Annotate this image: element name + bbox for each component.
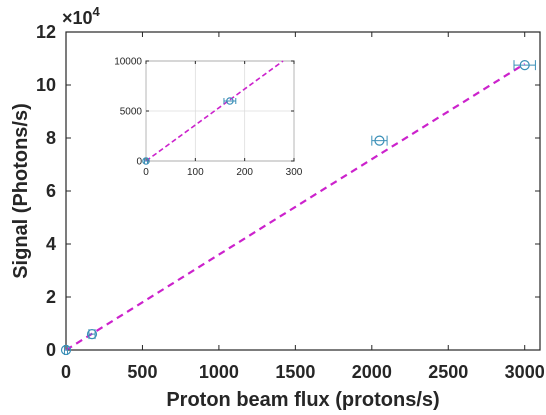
inset-grid	[145, 60, 295, 162]
main-xtick-label-0: 0	[61, 362, 71, 382]
main-xtick-label-5: 2500	[428, 362, 468, 382]
main-ytick-label-4: 8	[46, 128, 56, 148]
main-fit-line-group	[65, 62, 526, 351]
main-ytick-label-1: 2	[46, 287, 56, 307]
main-ytick-label-0: 0	[46, 340, 56, 360]
inset-data-points	[142, 97, 237, 165]
main-point-0	[60, 344, 72, 356]
main-xtick-label-4: 2000	[352, 362, 392, 382]
inset-fit-line	[145, 60, 284, 162]
main-ytick-label-6: 12	[36, 22, 56, 42]
main-fit-line	[65, 62, 526, 351]
main-ytick-label-5: 10	[36, 75, 56, 95]
y-multiplier: ×104	[62, 4, 101, 28]
inset-xtick-label-1: 100	[187, 167, 204, 178]
main-xtick-label-1: 500	[127, 362, 157, 382]
inset-xtick-label-0: 0	[143, 167, 149, 178]
inset-fit-line-group	[145, 60, 284, 162]
x-axis-label: Proton beam flux (protons/s)	[166, 389, 439, 411]
inset-xtick-label-2: 200	[236, 167, 253, 178]
main-point-1	[86, 329, 98, 340]
main-ytick-label-3: 6	[46, 181, 56, 201]
inset-xtick-label-3: 300	[286, 167, 303, 178]
main-ytick-label-2: 4	[46, 234, 56, 254]
inset-axis-ticks	[145, 60, 295, 162]
main-point-marker-3	[519, 60, 530, 71]
inset-ytick-label-1: 5000	[120, 107, 143, 118]
main-plot-frame	[65, 31, 541, 351]
main-xtick-label-3: 1500	[275, 362, 315, 382]
main-xtick-label-6: 3000	[505, 362, 545, 382]
main-point-2	[371, 135, 388, 146]
inset-point-marker-1	[226, 97, 234, 105]
inset-point-0	[142, 157, 150, 165]
main-point-marker-2	[374, 135, 385, 146]
main-point-marker-0	[60, 344, 72, 356]
inset-tick-labels: 0 100 200 300 0 5000 10000	[114, 57, 303, 179]
inset-point-1	[223, 97, 237, 105]
inset-ytick-label-0: 0	[136, 157, 142, 168]
main-point-3	[513, 60, 536, 71]
inset-ytick-label-2: 10000	[114, 57, 142, 68]
main-data-points	[60, 60, 536, 356]
main-xtick-label-2: 1000	[199, 362, 239, 382]
main-axis-ticks	[65, 31, 540, 351]
inset-point-marker-0	[142, 157, 150, 165]
main-point-marker-1	[86, 329, 98, 340]
y-axis-label: Signal (Photons/s)	[10, 103, 32, 279]
